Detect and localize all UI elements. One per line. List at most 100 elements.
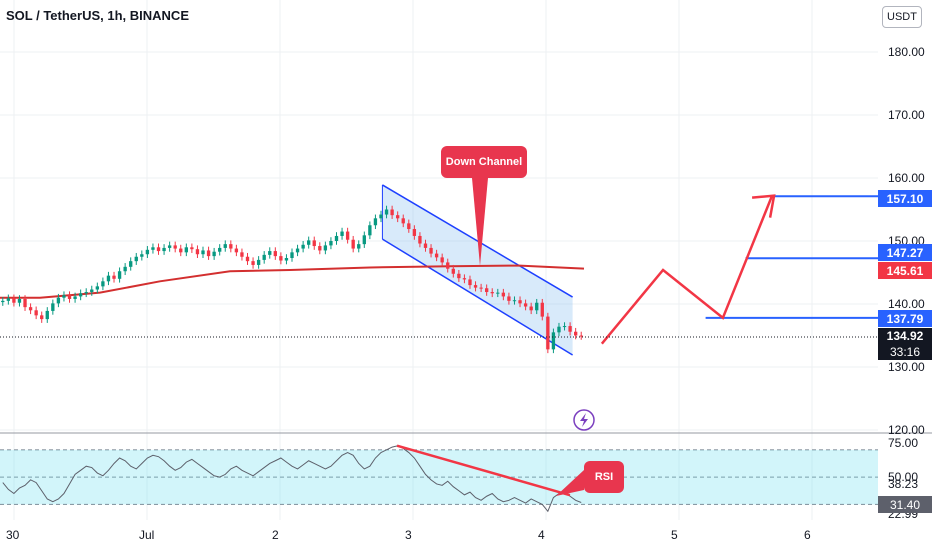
candle	[195, 249, 200, 255]
candle	[106, 275, 111, 282]
candle	[384, 209, 389, 215]
channel-fill	[382, 184, 573, 356]
candle	[357, 244, 361, 249]
down-channel-label: Down Channel	[441, 146, 527, 178]
rsi-pointer	[556, 470, 584, 496]
countdown-tag: 33:16	[878, 344, 932, 360]
candle	[78, 293, 83, 297]
rsi-tick-label: 38.23	[888, 477, 919, 491]
candle	[351, 239, 355, 249]
candle	[67, 295, 72, 299]
candle	[407, 223, 411, 230]
rsi-line	[2, 444, 582, 513]
candle	[573, 331, 578, 336]
candle	[540, 302, 544, 317]
candle	[557, 326, 561, 333]
candle	[451, 268, 455, 274]
candle	[546, 316, 550, 350]
candle	[412, 229, 417, 236]
candle	[334, 235, 339, 241]
candles-layer	[1, 205, 583, 354]
candle	[179, 248, 183, 253]
candle	[240, 252, 244, 257]
price-tag-147: 147.27	[878, 244, 932, 261]
rsi-polyline	[2, 445, 582, 513]
candle	[51, 303, 55, 311]
forecast-zigzag	[600, 195, 774, 345]
candle	[84, 292, 88, 294]
candle	[390, 209, 394, 216]
candle	[129, 261, 133, 267]
x-tick-label: 6	[804, 528, 811, 542]
candle	[162, 247, 166, 252]
x-tick-label: 5	[671, 528, 678, 542]
candle	[234, 248, 239, 253]
candle	[229, 244, 233, 249]
candle	[184, 247, 188, 253]
candle	[279, 256, 283, 261]
candle	[123, 266, 127, 272]
x-tick-label: Jul	[139, 528, 155, 542]
candle	[440, 257, 444, 263]
forecast-path	[600, 194, 776, 345]
horizontal-levels	[705, 195, 878, 319]
candle	[23, 298, 27, 308]
rsi-tick-label: 75.00	[888, 436, 919, 450]
down-channel-pointer	[472, 178, 488, 266]
candle	[28, 307, 33, 311]
candle	[134, 256, 138, 262]
candle	[423, 243, 428, 248]
candle	[12, 298, 16, 303]
candle	[62, 295, 66, 298]
channel-upper-line	[382, 184, 573, 298]
candle	[256, 259, 261, 265]
candle	[273, 251, 277, 257]
candle	[117, 271, 122, 279]
candle	[40, 315, 44, 320]
candle	[345, 231, 350, 240]
candle	[462, 278, 467, 280]
candle	[518, 300, 522, 304]
channel-lower-line	[382, 238, 573, 356]
chart-title: SOL / TetherUS, 1h, BINANCE	[6, 8, 189, 23]
down-channel	[381, 184, 573, 356]
rsi-divergence-line	[396, 444, 571, 497]
rsi-value-tag: 31.40	[878, 496, 932, 513]
candle	[484, 288, 489, 293]
lightning-icon-glyph	[580, 413, 588, 427]
candle	[218, 247, 222, 252]
candle	[284, 258, 289, 261]
candle	[401, 218, 405, 224]
candle	[262, 254, 266, 260]
candle	[17, 298, 22, 303]
candle	[206, 250, 211, 257]
candle	[34, 310, 38, 316]
currency-button[interactable]: USDT	[882, 6, 922, 28]
last-price-tag: 134.92	[878, 328, 932, 344]
candle	[362, 235, 366, 245]
y-tick-label: 180.00	[888, 45, 925, 59]
candle	[73, 296, 77, 299]
candle	[312, 240, 316, 247]
candle	[479, 287, 483, 289]
candle	[368, 225, 372, 236]
y-tick-label: 120.00	[888, 423, 925, 437]
candle	[490, 292, 494, 294]
candle	[6, 298, 11, 301]
candle	[45, 310, 49, 320]
candle	[268, 251, 272, 255]
candle	[173, 245, 177, 249]
x-tick-label: 4	[538, 528, 545, 542]
candle	[523, 303, 528, 307]
rsi-tick-label: 50.00	[888, 470, 919, 484]
candle	[301, 244, 305, 249]
candle	[429, 247, 433, 254]
price-tag-137: 137.79	[878, 310, 932, 327]
y-tick-label: 140.00	[888, 297, 925, 311]
candle	[56, 297, 61, 304]
x-tick-label: 2	[272, 528, 279, 542]
candle	[290, 252, 294, 259]
candle	[507, 296, 511, 301]
candle	[373, 218, 378, 226]
